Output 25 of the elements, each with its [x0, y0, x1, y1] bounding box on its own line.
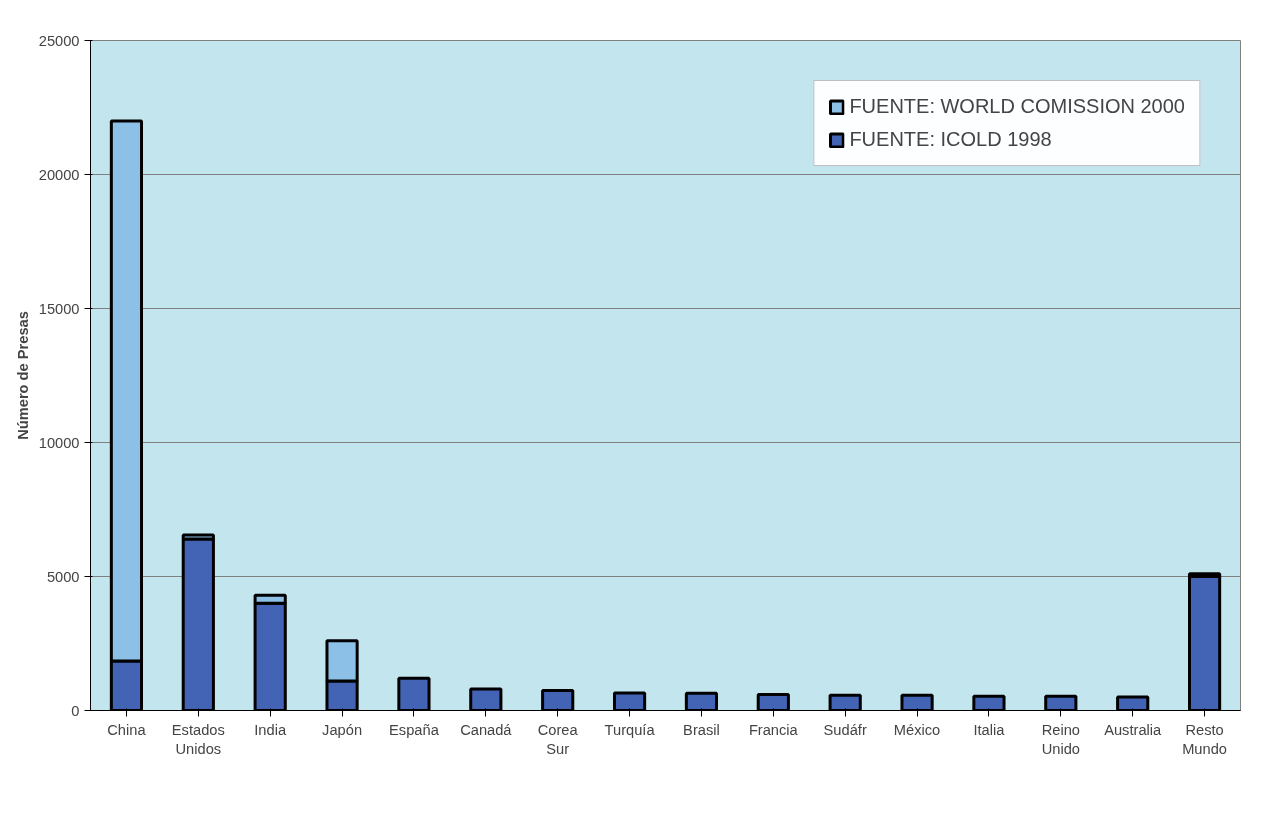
- y-tick-label: 10000: [38, 434, 80, 451]
- x-tick-label: Sudáfr: [823, 721, 867, 738]
- x-tick-label: Turquía: [604, 721, 656, 738]
- x-tick-label: Italia: [973, 721, 1006, 738]
- y-tick-label: 0: [71, 702, 80, 719]
- y-tick-label: 15000: [38, 300, 80, 317]
- x-tick-label: España: [389, 721, 440, 738]
- y-tick-label: 25000: [38, 32, 80, 49]
- y-tick-label: 5000: [46, 568, 80, 585]
- legend-label: FUENTE: WORLD COMISSION 2000: [849, 95, 1185, 118]
- x-tick-label: Brasil: [683, 721, 720, 738]
- x-tick-label: India: [254, 721, 287, 738]
- x-tick-label: China: [107, 721, 147, 738]
- x-tick-label: Corea Sur: [537, 721, 579, 757]
- x-tick-label: Resto Mundo: [1182, 721, 1227, 757]
- x-tick-label: Australia: [1104, 721, 1163, 738]
- y-tick-label: 20000: [38, 166, 80, 183]
- x-tick-label: Canadá: [460, 721, 513, 738]
- x-tick-label: Estados Unidos: [171, 721, 225, 757]
- x-tick-label: Francia: [748, 721, 799, 738]
- legend-label: FUENTE: ICOLD 1998: [849, 128, 1052, 151]
- x-tick-label: Japón: [322, 721, 363, 738]
- x-tick-label: Reino Unido: [1041, 721, 1080, 757]
- x-tick-label: México: [893, 721, 941, 738]
- y-axis-title: Número de Presas: [14, 311, 31, 440]
